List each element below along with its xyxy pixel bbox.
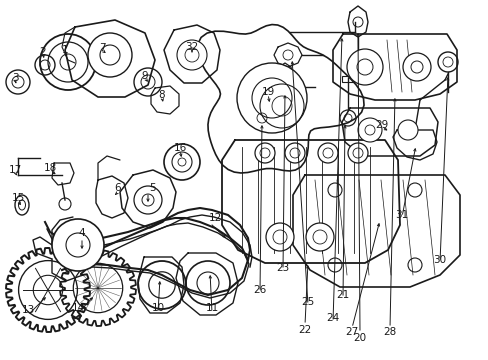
Text: 24: 24 <box>325 313 339 323</box>
Text: 2: 2 <box>40 47 46 57</box>
Text: 23: 23 <box>276 263 289 273</box>
Text: 1: 1 <box>61 45 68 55</box>
Text: 8: 8 <box>159 90 165 100</box>
Text: 21: 21 <box>336 290 349 300</box>
Text: 22: 22 <box>298 325 311 335</box>
Circle shape <box>402 53 430 81</box>
Text: 14: 14 <box>71 303 84 313</box>
Text: 30: 30 <box>432 255 446 265</box>
Text: 28: 28 <box>383 327 396 337</box>
Text: 9: 9 <box>142 71 148 81</box>
Text: 17: 17 <box>8 165 21 175</box>
Circle shape <box>285 143 305 163</box>
Text: 13: 13 <box>21 305 35 315</box>
Circle shape <box>346 49 382 85</box>
Text: 20: 20 <box>353 333 366 343</box>
Text: 11: 11 <box>205 303 218 313</box>
Circle shape <box>237 63 306 133</box>
Circle shape <box>357 118 381 142</box>
Circle shape <box>265 223 293 251</box>
Text: 32: 32 <box>185 42 198 52</box>
Text: 15: 15 <box>11 193 24 203</box>
Text: 3: 3 <box>12 73 18 83</box>
Text: 10: 10 <box>151 303 164 313</box>
Text: 25: 25 <box>301 297 314 307</box>
Circle shape <box>254 143 274 163</box>
Text: 31: 31 <box>395 210 408 220</box>
Circle shape <box>52 219 104 271</box>
Text: 6: 6 <box>115 183 121 193</box>
Text: 19: 19 <box>261 87 274 97</box>
Text: 18: 18 <box>43 163 57 173</box>
Circle shape <box>347 143 367 163</box>
Circle shape <box>397 120 417 140</box>
Text: 26: 26 <box>253 285 266 295</box>
Text: 7: 7 <box>99 43 105 53</box>
Text: 12: 12 <box>208 213 221 223</box>
Circle shape <box>177 40 206 70</box>
Text: 4: 4 <box>79 228 85 238</box>
Text: 5: 5 <box>148 183 155 193</box>
Circle shape <box>305 223 333 251</box>
Circle shape <box>317 143 337 163</box>
Text: 16: 16 <box>173 143 186 153</box>
Text: 29: 29 <box>375 120 388 130</box>
Circle shape <box>88 33 132 77</box>
Text: 27: 27 <box>345 327 358 337</box>
Bar <box>341 76 353 82</box>
